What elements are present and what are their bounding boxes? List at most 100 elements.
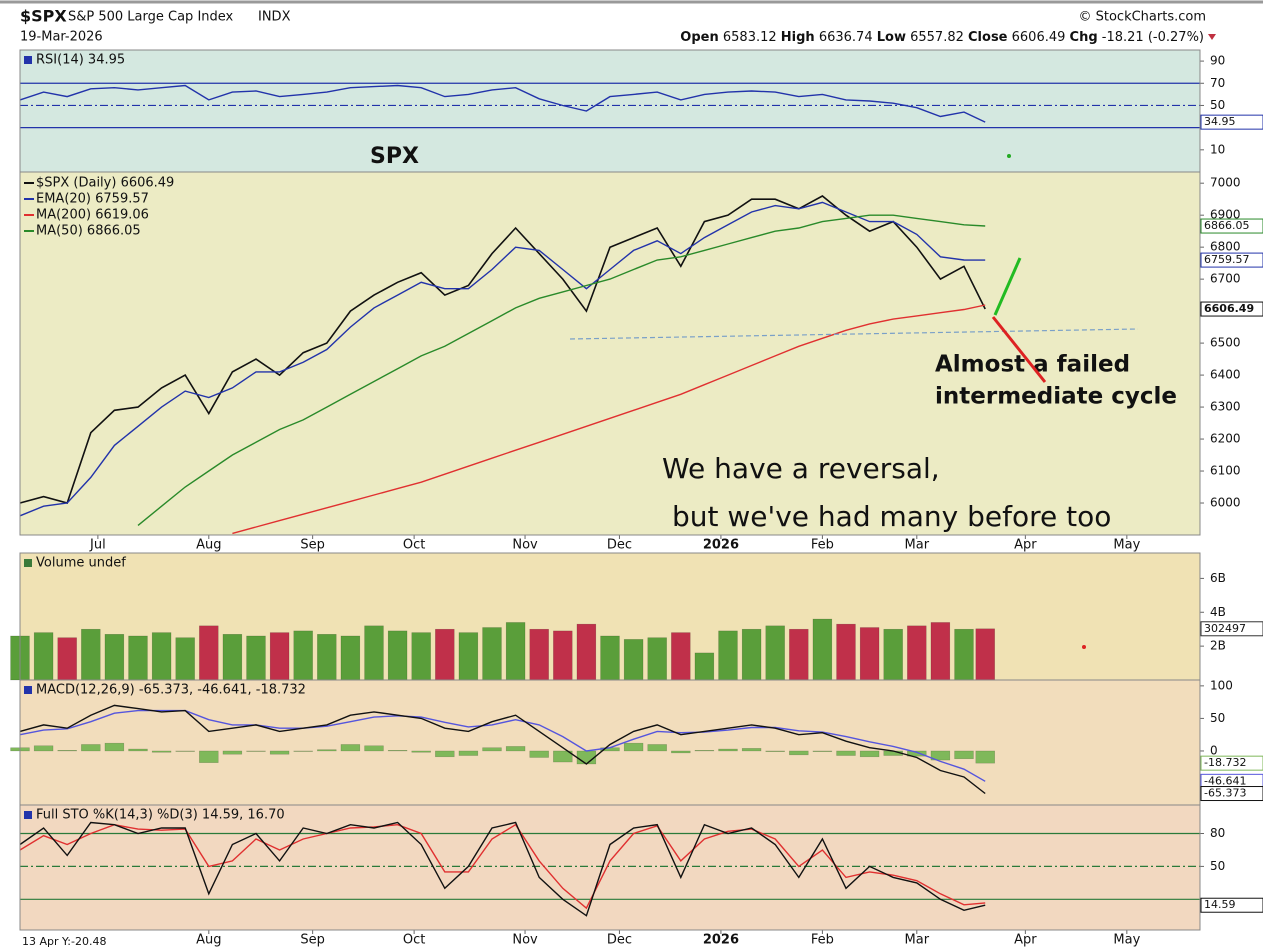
decorations <box>569 154 1139 649</box>
bar <box>199 625 219 681</box>
legend-entry: Full STO %K(14,3) %D(3) 14.59, 16.70 <box>36 808 285 823</box>
bar <box>81 744 101 752</box>
bar <box>293 750 313 752</box>
x-tick-label: Aug <box>196 538 221 553</box>
panel-background <box>20 680 1200 805</box>
bar <box>765 750 785 752</box>
bar <box>718 748 738 752</box>
series-line <box>19 704 986 795</box>
legend-icon <box>24 559 32 567</box>
bar <box>623 639 644 681</box>
bar <box>246 750 266 752</box>
bar <box>246 635 266 681</box>
bar <box>293 630 313 681</box>
open-label: Open <box>680 30 718 45</box>
bar <box>33 632 54 681</box>
bar <box>269 750 290 755</box>
legend-entry: MACD(12,26,9) -65.373, -46.641, -18.732 <box>36 683 306 698</box>
panels: 90 70 50 10 34.95 RSI(14) 34.95 SPX 6000 6100 620… <box>10 49 1263 948</box>
value-tag: 6759.57 <box>1204 253 1250 266</box>
bar <box>104 742 125 752</box>
value-tag: 6606.49 <box>1204 302 1254 315</box>
value-tag: 302497 <box>1204 622 1246 635</box>
y-tick-label: 6800 <box>1210 240 1241 254</box>
bar <box>694 750 715 752</box>
panel-border <box>19 804 1201 931</box>
y-tick-label: 7000 <box>1210 176 1241 190</box>
y-tick-label: 2B <box>1210 639 1226 653</box>
bar <box>57 637 77 681</box>
bar <box>576 750 597 765</box>
y-tick-label: 50 <box>1210 711 1225 725</box>
bar <box>151 632 172 681</box>
series-line <box>19 201 986 517</box>
legend-icon <box>24 56 32 64</box>
x-tick-label: Feb <box>811 933 834 948</box>
bar <box>33 745 54 752</box>
bar <box>57 750 77 752</box>
x-tick-label: Nov <box>512 538 538 553</box>
y-tick-label: 6000 <box>1210 496 1241 510</box>
exchange: INDX <box>258 10 291 25</box>
y-tick-label: 50 <box>1210 859 1225 873</box>
bar <box>387 630 408 681</box>
y-tick-label: 70 <box>1210 76 1225 90</box>
bar <box>789 750 809 756</box>
bar <box>694 652 715 681</box>
value-tag-box <box>1200 755 1263 771</box>
value-tag-box <box>1200 252 1263 268</box>
bar <box>859 627 880 681</box>
open: 6583.12 <box>723 30 777 45</box>
bar <box>387 750 408 752</box>
bar <box>199 750 219 763</box>
annotation: but we've had many before too <box>672 500 1111 533</box>
value-tag: -18.732 <box>1204 756 1246 769</box>
bar <box>505 622 526 681</box>
bar <box>128 635 148 681</box>
bar <box>411 632 431 681</box>
y-tick-label: 6B <box>1210 571 1226 585</box>
value-tag-box <box>1200 621 1263 637</box>
bar <box>741 748 762 752</box>
annotation: SPX <box>370 144 419 169</box>
bar <box>364 745 384 752</box>
y-tick-label: 6400 <box>1210 368 1241 382</box>
bar <box>553 750 573 763</box>
y-tick-label: 10 <box>1210 142 1225 156</box>
annotation: intermediate cycle <box>935 384 1177 410</box>
bar <box>812 618 833 681</box>
value-tag-box <box>1200 301 1263 317</box>
x-tick-label: 2026 <box>703 933 739 948</box>
series-line <box>19 195 986 504</box>
bar <box>930 622 951 681</box>
bar <box>364 625 384 681</box>
value-tag: 34.95 <box>1204 115 1236 128</box>
y-tick-label: 4B <box>1210 605 1226 619</box>
y-tick-label: 6500 <box>1210 336 1241 350</box>
bar <box>435 750 455 758</box>
x-tick-label: 2026 <box>703 538 739 553</box>
x-tick-label: Oct <box>403 538 425 553</box>
support-line <box>569 328 1139 340</box>
bar <box>836 750 856 756</box>
x-tick-label: Jul <box>89 538 106 553</box>
legend-entry: $SPX (Daily) 6606.49 <box>36 176 174 191</box>
red-arrow <box>991 316 1047 383</box>
high: 6636.74 <box>819 30 873 45</box>
chg-label: Chg <box>1070 30 1098 45</box>
y-tick-label: 90 <box>1210 54 1225 68</box>
chg-pct: (-0.27%) <box>1148 30 1204 45</box>
value-tag-box <box>1200 897 1263 913</box>
value-tag: -65.373 <box>1204 787 1246 800</box>
y-tick-label: 6900 <box>1210 208 1241 222</box>
x-tick-label: Sep <box>300 538 325 553</box>
panel-background <box>20 172 1200 535</box>
legend-entry: MA(50) 6866.05 <box>36 224 141 239</box>
bar <box>222 634 243 681</box>
bar <box>340 635 361 681</box>
value-tag-box <box>1200 786 1263 802</box>
bar <box>529 750 549 758</box>
bar <box>600 635 620 681</box>
